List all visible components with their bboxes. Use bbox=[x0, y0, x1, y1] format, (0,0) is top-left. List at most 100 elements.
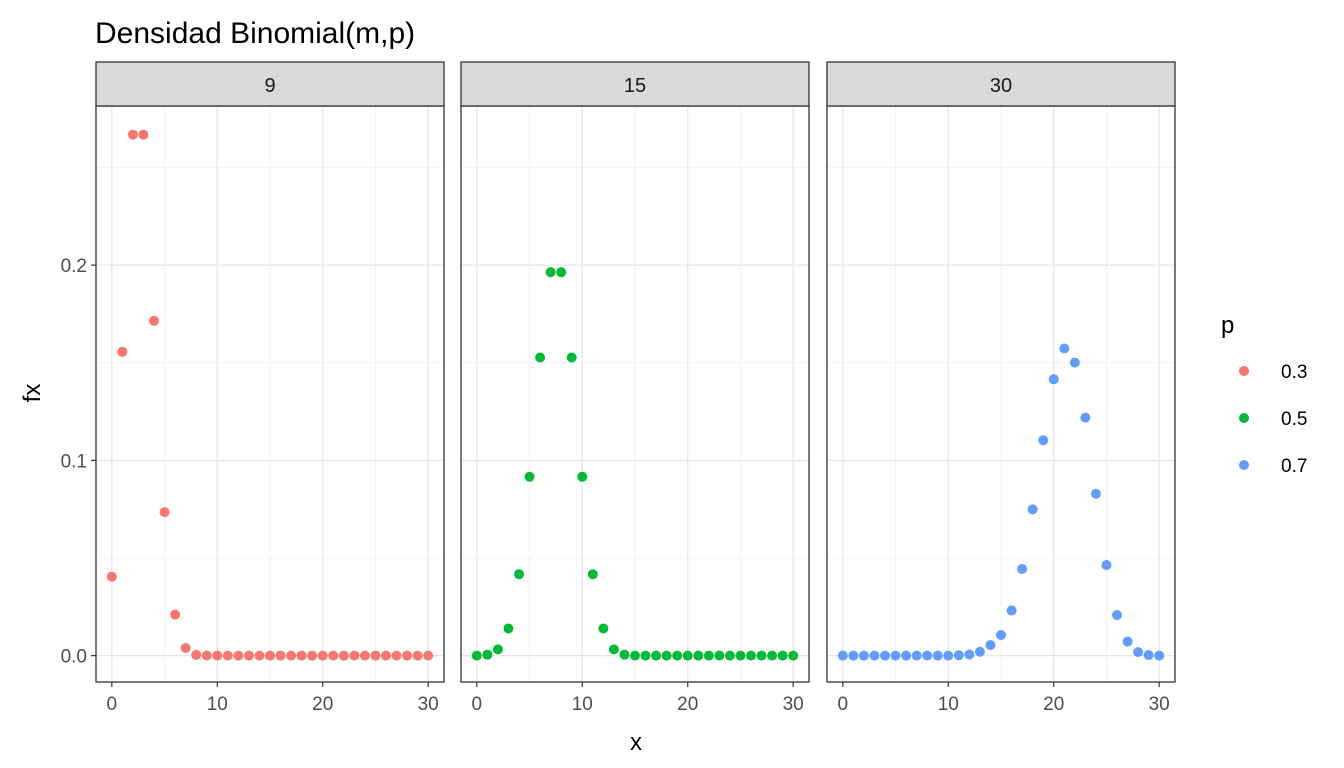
data-point bbox=[1154, 650, 1165, 661]
data-point bbox=[296, 650, 307, 661]
data-point bbox=[693, 650, 704, 661]
data-point bbox=[756, 650, 767, 661]
x-tick-label: 30 bbox=[783, 694, 804, 715]
data-point bbox=[317, 650, 328, 661]
y-axis-title: fx bbox=[19, 384, 46, 403]
data-point bbox=[848, 650, 859, 661]
data-point bbox=[138, 129, 149, 140]
data-point bbox=[307, 650, 318, 661]
data-point bbox=[630, 650, 640, 661]
facet-strip-label: 9 bbox=[264, 75, 275, 97]
data-point bbox=[964, 649, 975, 660]
y-tick-label: 0.1 bbox=[61, 451, 87, 472]
data-point bbox=[381, 650, 391, 661]
data-point bbox=[503, 623, 514, 634]
data-point bbox=[492, 644, 503, 655]
legend-label: 0.7 bbox=[1281, 456, 1307, 477]
legend-label: 0.5 bbox=[1281, 409, 1307, 430]
data-point bbox=[985, 640, 996, 651]
data-point bbox=[735, 650, 746, 661]
data-point bbox=[328, 650, 339, 661]
facet-strip bbox=[460, 61, 810, 107]
data-point bbox=[837, 650, 848, 661]
facet-panel-9: 9 0 10 20 30 0.0 0.1 0.2 bbox=[61, 61, 445, 715]
x-tick-label: 30 bbox=[418, 694, 439, 715]
data-point bbox=[243, 650, 254, 661]
data-point bbox=[1122, 636, 1133, 647]
facet-strip-label: 15 bbox=[624, 75, 646, 97]
data-point bbox=[932, 650, 943, 661]
data-point bbox=[127, 129, 138, 140]
data-point bbox=[1027, 504, 1038, 515]
data-point bbox=[149, 315, 159, 326]
data-point bbox=[880, 650, 890, 661]
data-point bbox=[1048, 374, 1059, 385]
data-point bbox=[412, 650, 423, 661]
data-point bbox=[901, 650, 912, 661]
data-point bbox=[714, 650, 725, 661]
x-tick-label: 20 bbox=[312, 694, 333, 715]
data-point bbox=[1143, 650, 1154, 661]
data-point bbox=[482, 649, 493, 660]
facet-strip bbox=[95, 61, 445, 107]
data-point bbox=[1006, 605, 1017, 616]
data-point bbox=[890, 650, 901, 661]
data-point bbox=[608, 644, 619, 655]
x-tick-label: 0 bbox=[107, 694, 118, 715]
data-point bbox=[661, 650, 672, 661]
data-point bbox=[953, 650, 964, 661]
data-point bbox=[996, 629, 1006, 640]
legend-title: p bbox=[1221, 312, 1234, 339]
legend-key bbox=[1239, 460, 1249, 470]
facet-strip bbox=[826, 61, 1176, 107]
x-axis-title: x bbox=[630, 729, 642, 756]
data-point bbox=[370, 650, 381, 661]
data-point bbox=[254, 650, 265, 661]
data-point bbox=[201, 650, 212, 661]
data-point bbox=[349, 650, 360, 661]
data-point bbox=[1101, 560, 1112, 571]
data-point bbox=[1112, 610, 1122, 621]
legend: p 0.3 0.5 0.7 bbox=[1221, 312, 1307, 477]
legend-key bbox=[1239, 413, 1249, 423]
data-point bbox=[703, 650, 714, 661]
facet-strip-label: 30 bbox=[990, 75, 1012, 97]
data-point bbox=[286, 650, 297, 661]
data-point bbox=[619, 649, 630, 660]
data-point bbox=[777, 650, 788, 661]
legend-label: 0.3 bbox=[1281, 362, 1307, 383]
data-point bbox=[640, 650, 651, 661]
data-point bbox=[724, 650, 735, 661]
facet-panel-30: 30 0 10 20 30 bbox=[826, 61, 1176, 715]
legend-key bbox=[1239, 366, 1249, 376]
data-point bbox=[191, 649, 202, 660]
data-point bbox=[911, 650, 922, 661]
data-point bbox=[943, 650, 954, 661]
x-tick-label: 20 bbox=[1043, 694, 1064, 715]
x-tick-label: 10 bbox=[572, 694, 593, 715]
data-point bbox=[514, 569, 524, 580]
x-tick-label: 0 bbox=[472, 694, 483, 715]
data-point bbox=[682, 650, 693, 661]
chart-title: Densidad Binomial(m,p) bbox=[95, 17, 415, 50]
x-tick-label: 10 bbox=[207, 694, 228, 715]
data-point bbox=[577, 471, 588, 482]
data-point bbox=[212, 650, 223, 661]
y-tick-label: 0.0 bbox=[61, 647, 87, 668]
data-point bbox=[359, 650, 370, 661]
data-point bbox=[275, 650, 286, 661]
data-point bbox=[391, 650, 402, 661]
data-point bbox=[338, 650, 349, 661]
data-point bbox=[556, 267, 567, 278]
x-tick-label: 30 bbox=[1149, 694, 1170, 715]
data-point bbox=[1133, 647, 1144, 658]
data-point bbox=[471, 650, 482, 661]
data-point bbox=[535, 352, 546, 363]
data-point bbox=[1090, 488, 1101, 499]
data-point bbox=[922, 650, 933, 661]
data-point bbox=[869, 650, 880, 661]
data-point bbox=[170, 609, 181, 620]
data-point bbox=[746, 650, 756, 661]
data-point bbox=[265, 650, 275, 661]
